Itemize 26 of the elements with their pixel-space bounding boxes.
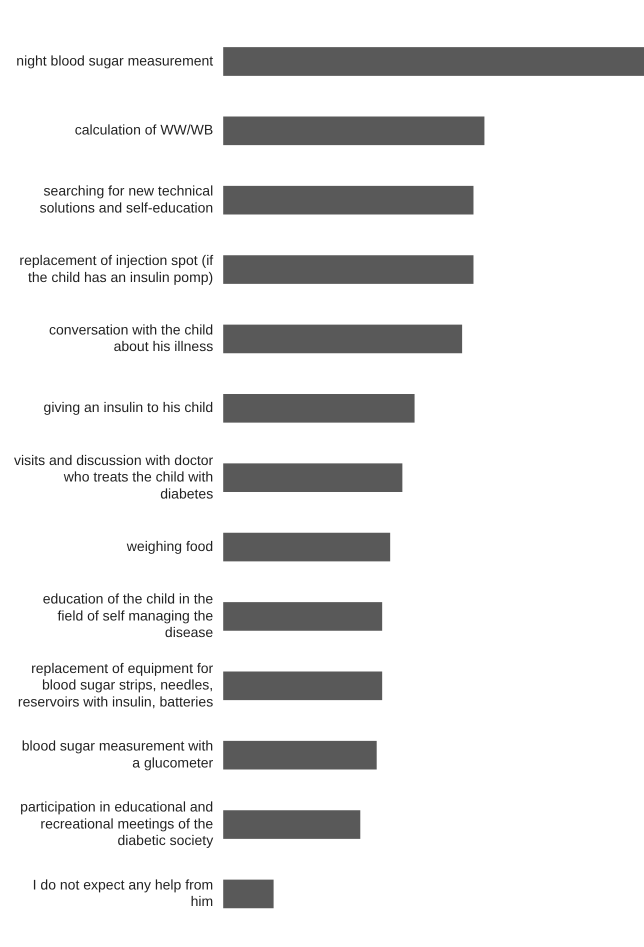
bar	[223, 880, 274, 908]
y-tick-label: weighing food	[126, 538, 214, 554]
bar	[223, 602, 382, 631]
bar	[223, 324, 462, 354]
bar	[223, 671, 382, 700]
bar	[223, 186, 474, 215]
y-tick-label: searching for new technical solutions and self-education	[40, 182, 214, 216]
y-tick-label: participation in educational and recreational meetings of the diabetic society	[20, 798, 214, 848]
bar	[223, 463, 402, 492]
bar	[223, 810, 360, 839]
bar	[223, 532, 390, 562]
y-tick-label: blood sugar measurement with a glucometer	[22, 738, 214, 770]
bar	[223, 116, 484, 146]
bar	[223, 740, 377, 770]
y-tick-label: education of the child in the field of self managing the disease	[42, 590, 214, 640]
y-tick-label: conversation with the child about his illness	[48, 321, 214, 354]
bar	[223, 47, 644, 76]
y-tick-label: night blood sugar measurement	[16, 52, 214, 68]
y-tick-label: I do not expect any help from him	[32, 876, 214, 910]
bar	[223, 394, 415, 423]
bar	[223, 255, 474, 284]
y-tick-label: visits and discussion with doctor who treats the child with diabetes	[14, 452, 214, 502]
y-tick-label: replacement of injection spot (if the child has an insulin pomp)	[19, 252, 214, 285]
y-tick-label: calculation of WW/WB	[74, 122, 214, 138]
y-tick-label: replacement of equipment for blood sugar strips, needles, reservoirs with insulin, batteries	[18, 660, 214, 710]
y-tick-label: giving an insulin to his child	[44, 399, 214, 416]
